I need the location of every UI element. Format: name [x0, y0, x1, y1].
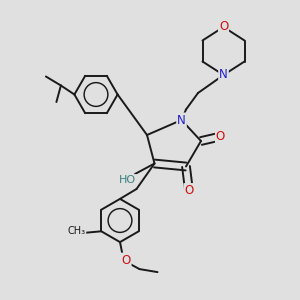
Text: CH₃: CH₃: [67, 226, 86, 236]
Text: O: O: [122, 254, 130, 267]
Text: O: O: [216, 130, 225, 143]
Text: N: N: [177, 113, 186, 127]
Text: HO: HO: [119, 175, 136, 185]
Text: O: O: [184, 184, 194, 197]
Text: N: N: [219, 68, 228, 82]
Text: O: O: [219, 20, 228, 34]
